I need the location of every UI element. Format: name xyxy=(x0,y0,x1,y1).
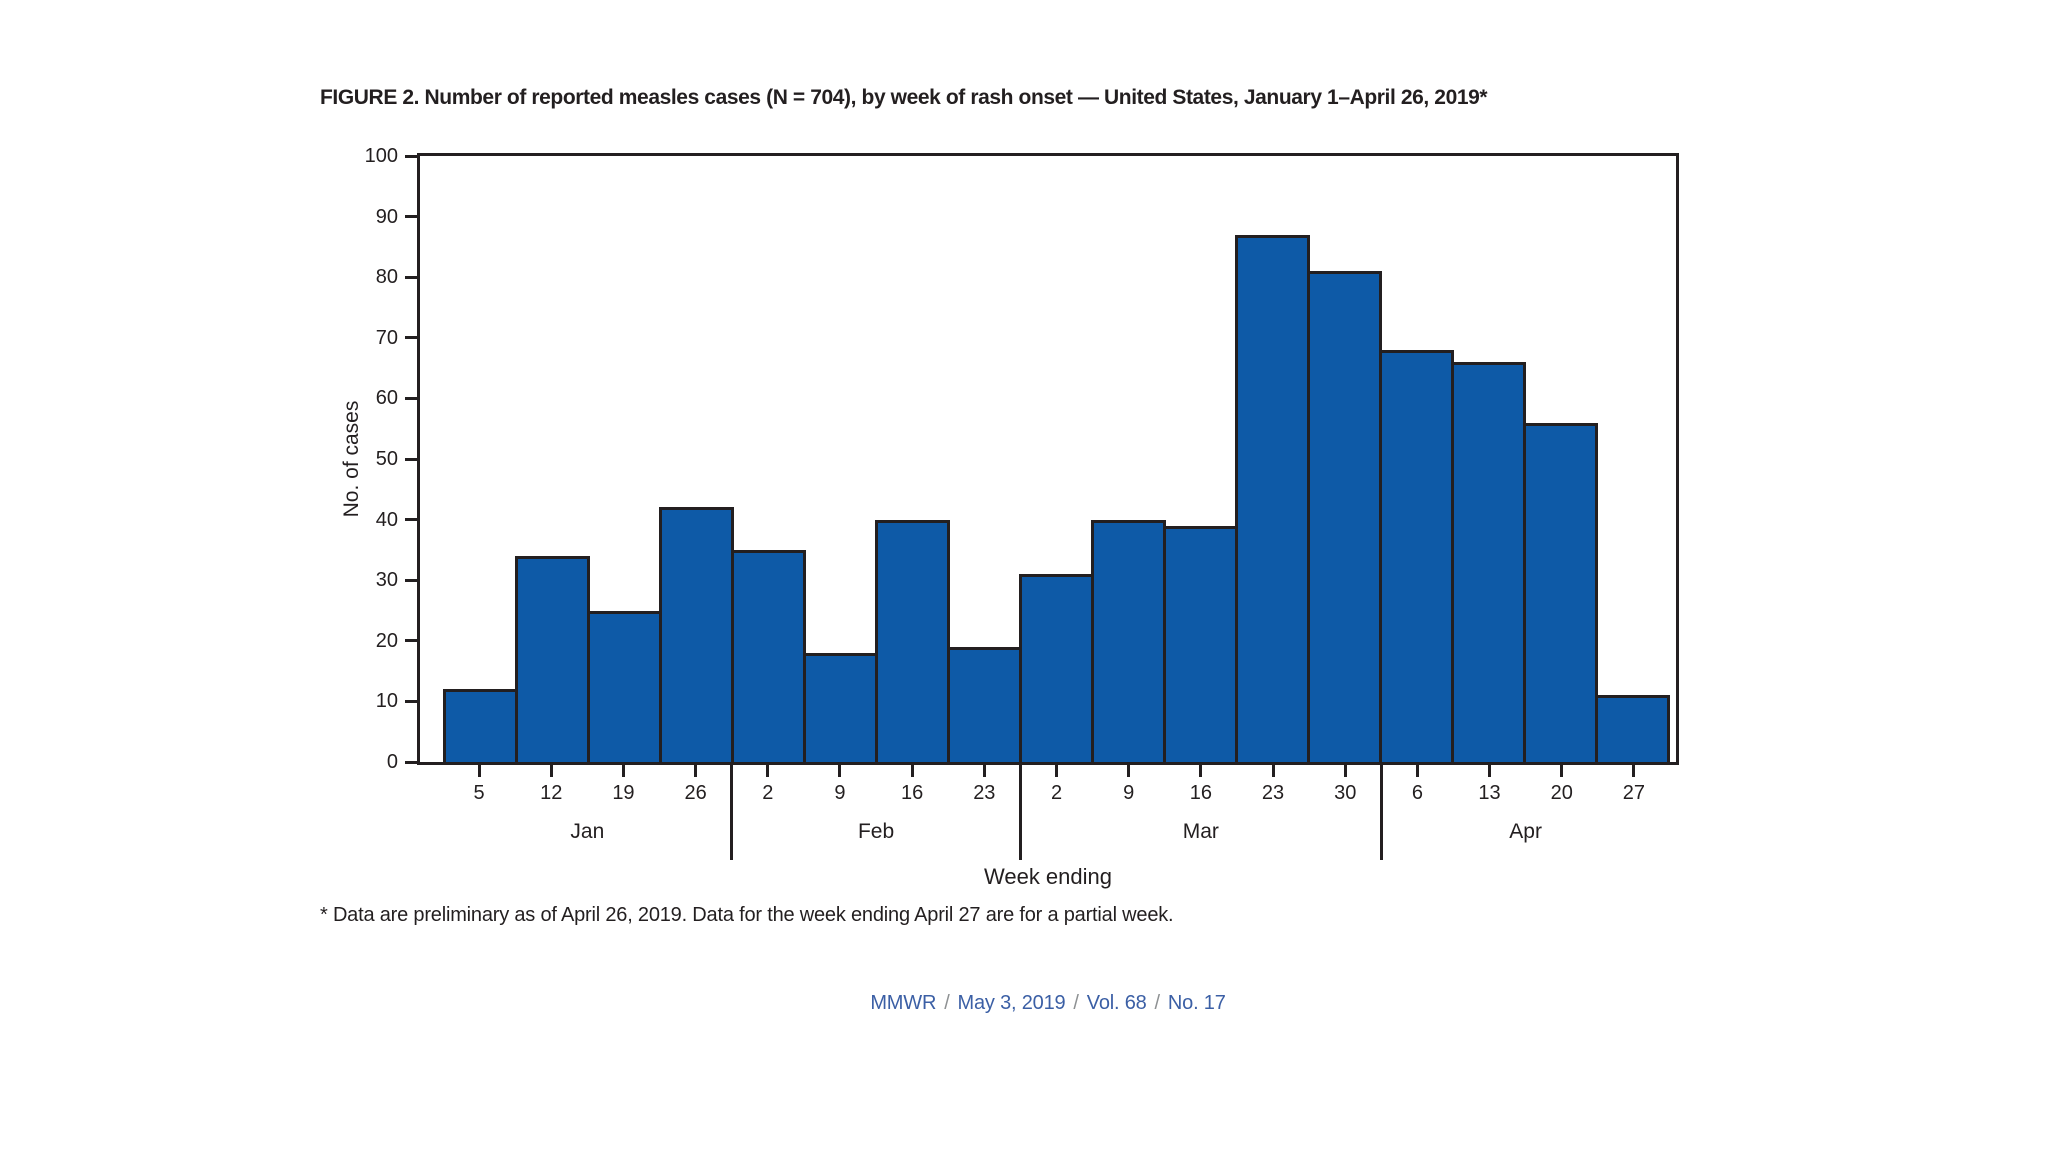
y-tick-label-10: 10 xyxy=(375,690,398,713)
bar-feb-23 xyxy=(947,646,1022,762)
bar-series xyxy=(443,156,1670,762)
citation-issue: No. 17 xyxy=(1167,992,1226,1014)
y-tick-40 xyxy=(405,518,417,522)
y-tick-0 xyxy=(405,760,417,764)
month-divider-feb xyxy=(730,765,734,860)
week-label-mar-2: 2 xyxy=(1050,782,1063,804)
x-tick-apr-6 xyxy=(1415,765,1419,777)
week-label-jan-5: 5 xyxy=(473,782,485,804)
x-tick-jan-26 xyxy=(694,765,698,777)
x-tick-feb-2 xyxy=(766,765,770,777)
week-label-jan-26: 26 xyxy=(684,782,707,804)
y-tick-label-70: 70 xyxy=(375,326,398,349)
week-label-feb-9: 9 xyxy=(834,782,846,804)
y-tick-label-50: 50 xyxy=(375,448,398,470)
month-label-jan: Jan xyxy=(570,820,605,843)
citation-separator-1: / xyxy=(944,992,950,1014)
figure-footnote: * Data are preliminary as of April 26, 2… xyxy=(320,904,1174,926)
bar-feb-2 xyxy=(731,549,806,762)
bar-mar-23 xyxy=(1235,234,1310,762)
x-tick-feb-9 xyxy=(838,765,842,777)
journal-citation: MMWR / May 3, 2019 / Vol. 68 / No. 17 xyxy=(417,992,1679,1015)
bar-feb-9 xyxy=(803,652,878,762)
citation-date: May 3, 2019 xyxy=(957,992,1066,1014)
bar-jan-26 xyxy=(659,507,734,762)
y-tick-80 xyxy=(405,275,417,279)
x-tick-mar-2 xyxy=(1055,765,1058,777)
y-tick-label-60: 60 xyxy=(375,387,398,410)
x-tick-mar-16 xyxy=(1199,765,1203,777)
y-tick-label-30: 30 xyxy=(375,569,398,592)
x-tick-apr-20 xyxy=(1560,765,1564,777)
y-tick-60 xyxy=(405,396,417,400)
week-label-feb-16: 16 xyxy=(901,782,924,804)
y-tick-label-100: 100 xyxy=(364,145,398,167)
week-label-mar-16: 16 xyxy=(1189,782,1212,804)
y-tick-label-20: 20 xyxy=(375,629,398,652)
bar-mar-30 xyxy=(1307,271,1382,762)
y-tick-30 xyxy=(405,578,417,582)
y-tick-label-90: 90 xyxy=(375,205,398,228)
week-label-jan-12: 12 xyxy=(540,782,563,804)
x-tick-feb-23 xyxy=(982,765,986,777)
x-tick-feb-16 xyxy=(910,765,914,777)
month-label-apr: Apr xyxy=(1509,820,1542,843)
bar-mar-16 xyxy=(1163,525,1238,762)
week-label-apr-6: 6 xyxy=(1411,782,1423,804)
bar-jan-12 xyxy=(515,555,590,762)
bar-mar-2 xyxy=(1019,574,1094,762)
y-tick-100 xyxy=(405,154,417,158)
week-label-mar-30: 30 xyxy=(1334,782,1357,804)
week-label-mar-9: 9 xyxy=(1123,782,1135,804)
month-label-feb: Feb xyxy=(857,820,895,843)
x-tick-mar-23 xyxy=(1271,765,1275,777)
bar-jan-19 xyxy=(587,610,662,762)
citation-separator-3: / xyxy=(1154,992,1161,1014)
month-label-mar: Mar xyxy=(1182,820,1219,843)
plot-area: 0 10 20 30 40 50 60 70 80 90 100 xyxy=(365,145,1679,773)
figure-title: FIGURE 2. Number of reported measles cas… xyxy=(320,86,1488,109)
week-label-feb-2: 2 xyxy=(762,782,774,804)
bar-apr-27 xyxy=(1595,695,1670,762)
week-label-mar-23: 23 xyxy=(1261,782,1285,804)
y-tick-label-0: 0 xyxy=(386,751,398,773)
x-axis-title: Week ending xyxy=(983,864,1112,889)
citation-separator-2: / xyxy=(1073,992,1079,1014)
y-tick-label-40: 40 xyxy=(375,508,398,531)
x-tick-mar-9 xyxy=(1127,765,1131,777)
week-label-apr-13: 13 xyxy=(1478,782,1501,804)
week-label-jan-19: 19 xyxy=(612,782,635,804)
x-tick-jan-12 xyxy=(549,765,553,777)
y-tick-70 xyxy=(405,336,417,340)
week-label-feb-23: 23 xyxy=(973,782,996,804)
y-tick-50 xyxy=(405,457,417,461)
x-tick-jan-5 xyxy=(477,765,481,777)
x-axis-region: 5 12 19 26 2 9 16 23 2 9 16 23 30 6 13 20 27 Jan Feb Mar Ap… xyxy=(443,765,1670,865)
y-tick-label-80: 80 xyxy=(375,266,398,289)
x-tick-mar-30 xyxy=(1343,765,1347,777)
x-tick-apr-27 xyxy=(1632,765,1636,777)
month-divider-mar xyxy=(1018,765,1022,860)
bar-mar-9 xyxy=(1091,519,1166,762)
bar-apr-13 xyxy=(1451,362,1526,762)
y-tick-90 xyxy=(405,215,417,219)
x-tick-jan-19 xyxy=(621,765,625,777)
x-tick-apr-13 xyxy=(1488,765,1492,777)
citation-journal: MMWR xyxy=(870,992,937,1014)
y-tick-20 xyxy=(405,639,417,643)
bar-apr-20 xyxy=(1523,422,1598,762)
month-divider-apr xyxy=(1379,765,1383,860)
y-tick-10 xyxy=(405,699,417,703)
bar-jan-5 xyxy=(443,689,518,762)
week-label-apr-20: 20 xyxy=(1550,782,1573,804)
bar-feb-16 xyxy=(875,519,950,762)
week-label-apr-27: 27 xyxy=(1622,782,1646,804)
bar-apr-6 xyxy=(1379,349,1454,762)
citation-volume: Vol. 68 xyxy=(1086,992,1147,1014)
